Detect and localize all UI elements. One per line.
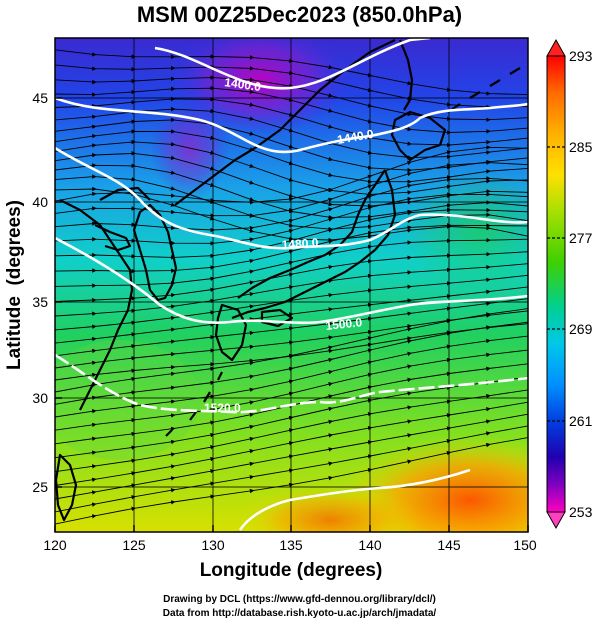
contour-label: 1440.0 — [336, 127, 375, 147]
contour-line — [55, 96, 528, 154]
y-tick-label: 25 — [32, 479, 48, 495]
y-tick-label: 35 — [32, 294, 48, 310]
y-tick-labels: 25 30 35 40 45 — [32, 90, 48, 495]
colorbar-tick-label: 261 — [569, 413, 593, 429]
colorbar-tick-label: 285 — [569, 139, 593, 155]
contour-line — [55, 146, 528, 250]
contour-line — [55, 236, 528, 325]
contour-label: 1400.0 — [224, 75, 263, 94]
x-axis-label: Longitude (degrees) — [200, 560, 383, 581]
x-tick-label: 130 — [201, 537, 225, 553]
contour-label: 1480.0 — [281, 235, 319, 252]
map-title: MSM 00Z25Dec2023 (850.0hPa) — [136, 2, 463, 27]
x-tick-label: 145 — [437, 537, 461, 553]
axis-ticks — [54, 97, 529, 532]
colorbar-tick-label: 277 — [569, 230, 593, 246]
x-tick-label: 140 — [358, 537, 382, 553]
contour-line — [154, 38, 431, 90]
contour-line — [238, 468, 471, 531]
colorbar-tick-label: 293 — [569, 48, 593, 64]
y-axis-label: Latitude (degrees) — [4, 200, 25, 370]
footer-credit-dcl: Drawing by DCL (https://www.gfd-dennou.o… — [163, 594, 436, 605]
y-tick-label: 30 — [32, 390, 48, 406]
x-tick-label: 120 — [43, 537, 67, 553]
x-tick-label: 135 — [279, 537, 303, 553]
colorbar: 293 285 277 269 261 253 — [546, 38, 593, 530]
y-tick-label: 45 — [32, 90, 48, 106]
contour-label: 1520.0 — [204, 401, 241, 415]
colorbar-tick-label: 253 — [569, 504, 593, 520]
streamline — [55, 437, 528, 525]
colorbar-tick-label: 269 — [569, 321, 593, 337]
x-tick-label: 150 — [513, 537, 537, 553]
contour-line — [55, 353, 528, 414]
contour-label: 1500.0 — [325, 315, 363, 333]
height-contours — [55, 38, 528, 531]
y-tick-label: 40 — [32, 194, 48, 210]
footer-credit-data: Data from http://database.rish.kyoto-u.a… — [162, 608, 437, 619]
x-tick-label: 125 — [122, 537, 146, 553]
coastlines — [55, 39, 521, 522]
contour-labels: 1400.0 1440.0 1480.0 1500.0 1520.0 — [204, 75, 375, 415]
x-tick-labels: 120 125 130 135 140 145 150 — [43, 537, 537, 553]
